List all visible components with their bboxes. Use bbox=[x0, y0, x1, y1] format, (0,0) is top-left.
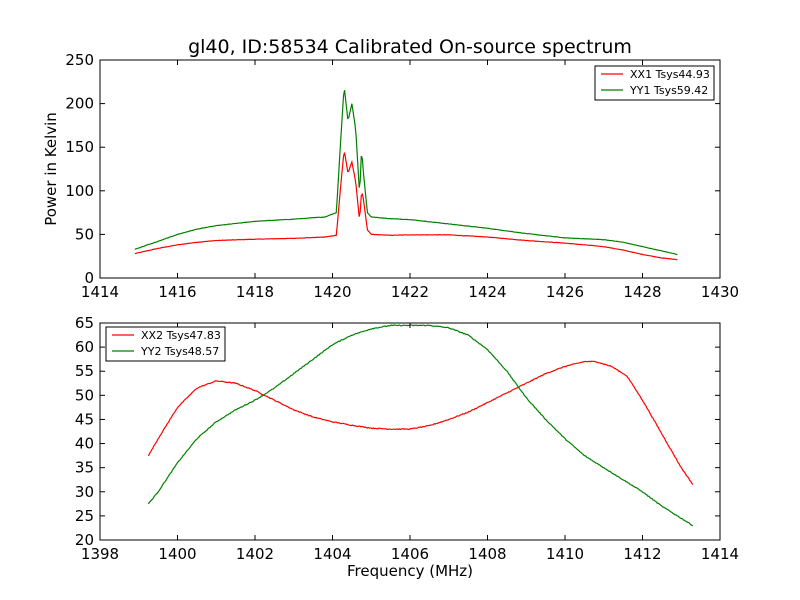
top-series-1-line bbox=[134, 152, 678, 261]
top-xtick-label: 1420 bbox=[313, 283, 351, 301]
bottom-xtick-label: 1414 bbox=[701, 545, 739, 563]
bottom-xtick-label: 1398 bbox=[81, 545, 119, 563]
bottom-series-2-line bbox=[147, 324, 694, 527]
bottom-chart-xlabel: Frequency (MHz) bbox=[347, 562, 473, 580]
top-chart-ticks: 1414 1416 1418 1420 1422 1424 1426 1428 1430 0 50 1… bbox=[65, 51, 739, 301]
bottom-chart-legend: XX2 Tsys47.83 YY2 Tsys48.57 bbox=[105, 326, 226, 362]
top-xtick-label: 1424 bbox=[468, 283, 506, 301]
top-xtick-label: 1416 bbox=[158, 283, 196, 301]
bottom-xtick-label: 1410 bbox=[546, 545, 584, 563]
top-ytick-label: 250 bbox=[65, 51, 94, 69]
bottom-xtick-label: 1402 bbox=[236, 545, 274, 563]
bottom-xtick-label: 1400 bbox=[158, 545, 196, 563]
bottom-ytick-label: 60 bbox=[75, 338, 94, 356]
bottom-xtick-label: 1404 bbox=[313, 545, 351, 563]
bottom-ytick-label: 40 bbox=[75, 435, 94, 453]
top-legend-label-xx1: XX1 Tsys44.93 bbox=[630, 68, 710, 81]
bottom-plot-area bbox=[147, 324, 694, 527]
bottom-ytick-label: 20 bbox=[75, 531, 94, 549]
bottom-ytick-label: 45 bbox=[75, 410, 94, 428]
bottom-series-1-line bbox=[147, 360, 694, 485]
bottom-ytick-label: 55 bbox=[75, 362, 94, 380]
bottom-ytick-label: 50 bbox=[75, 386, 94, 404]
top-xtick-label: 1426 bbox=[546, 283, 584, 301]
top-xtick-label: 1430 bbox=[701, 283, 739, 301]
top-ytick-label: 150 bbox=[65, 138, 94, 156]
top-chart-title: gl40, ID:58534 Calibrated On-source spec… bbox=[188, 36, 632, 58]
top-chart-ylabel: Power in Kelvin bbox=[42, 112, 60, 226]
bottom-ytick-label: 35 bbox=[75, 459, 94, 477]
top-legend-box bbox=[594, 65, 715, 101]
top-xtick-label: 1414 bbox=[81, 283, 119, 301]
bottom-xtick-label: 1406 bbox=[391, 545, 429, 563]
top-ytick-label: 200 bbox=[65, 95, 94, 113]
top-chart-legend: XX1 Tsys44.93 YY1 Tsys59.42 bbox=[594, 65, 715, 101]
top-legend-label-yy1: YY1 Tsys59.42 bbox=[629, 84, 708, 97]
bottom-ytick-label: 65 bbox=[75, 314, 94, 332]
top-xtick-label: 1422 bbox=[391, 283, 429, 301]
top-ytick-label: 100 bbox=[65, 182, 94, 200]
top-series-2-line bbox=[134, 90, 678, 256]
bottom-legend-box bbox=[105, 326, 226, 362]
top-plot-area bbox=[134, 90, 678, 261]
top-ytick-label: 0 bbox=[84, 269, 94, 287]
bottom-xtick-label: 1412 bbox=[623, 545, 661, 563]
bottom-legend-label-xx2: XX2 Tsys47.83 bbox=[141, 329, 221, 342]
bottom-chart-ticks: 1398 1400 1402 1404 1406 1408 1410 1412 1414 20 25… bbox=[75, 314, 739, 563]
top-xtick-label: 1428 bbox=[623, 283, 661, 301]
bottom-legend-label-yy2: YY2 Tsys48.57 bbox=[140, 345, 219, 358]
bottom-xtick-label: 1408 bbox=[468, 545, 506, 563]
bottom-ytick-label: 30 bbox=[75, 483, 94, 501]
bottom-ytick-label: 25 bbox=[75, 507, 94, 525]
top-ytick-label: 50 bbox=[75, 225, 94, 243]
bottom-chart: 1398 1400 1402 1404 1406 1408 1410 1412 1414 20 25… bbox=[75, 314, 739, 580]
top-xtick-label: 1418 bbox=[236, 283, 274, 301]
top-chart: gl40, ID:58534 Calibrated On-source spec… bbox=[42, 36, 739, 301]
